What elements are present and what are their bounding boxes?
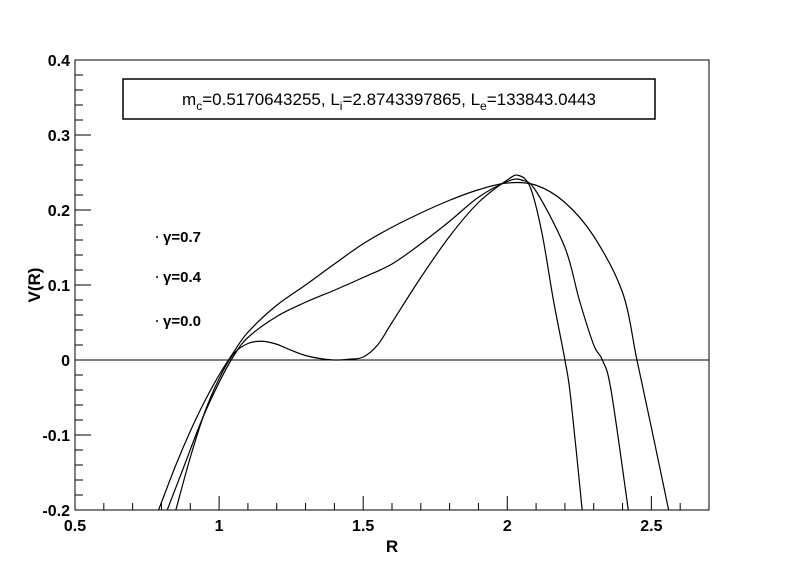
curves <box>158 174 670 511</box>
x-tick-label: 0.5 <box>64 518 86 535</box>
parameter-box: mc=0.5170643255, Li=2.8743397865, Le=133… <box>122 78 656 120</box>
legend-label: γ=0.4 <box>163 269 202 286</box>
legend: γ=0.7 γ=0.4 γ=0.0 <box>156 229 202 330</box>
legend-label: γ=0.0 <box>163 313 201 330</box>
y-axis-title: V(R) <box>25 268 44 303</box>
parameter-box-frame <box>122 78 656 120</box>
x-axis-title: R <box>386 537 398 556</box>
y-tick-label: 0.2 <box>48 203 70 220</box>
y-tick-label: -0.1 <box>42 428 70 445</box>
axis-ticks <box>74 59 710 511</box>
x-tick-label: 1.5 <box>352 518 374 535</box>
x-tick-label: 2 <box>503 518 512 535</box>
tick-labels: 0.5 1 1.5 2 2.5 -0.2 -0.1 0 0.1 0.2 0.3 0.4 <box>42 53 662 535</box>
legend-label: γ=0.7 <box>163 229 201 246</box>
y-tick-label: -0.2 <box>42 503 70 520</box>
curve-gamma-0-7 <box>158 181 670 511</box>
y-tick-label: 0.4 <box>48 53 70 70</box>
curve-gamma-0-0 <box>175 174 583 511</box>
curve-gamma-0-4 <box>166 178 629 511</box>
legend-marker <box>156 236 158 238</box>
legend-marker <box>156 320 158 322</box>
legend-marker <box>156 276 158 278</box>
y-tick-label: 0.3 <box>48 128 70 145</box>
y-tick-label: 0 <box>61 353 70 370</box>
parameter-box-text: mc=0.5170643255, Li=2.8743397865, Le=133… <box>182 90 596 113</box>
x-tick-label: 2.5 <box>640 518 662 535</box>
y-tick-label: 0.1 <box>48 278 70 295</box>
x-tick-label: 1 <box>215 518 224 535</box>
